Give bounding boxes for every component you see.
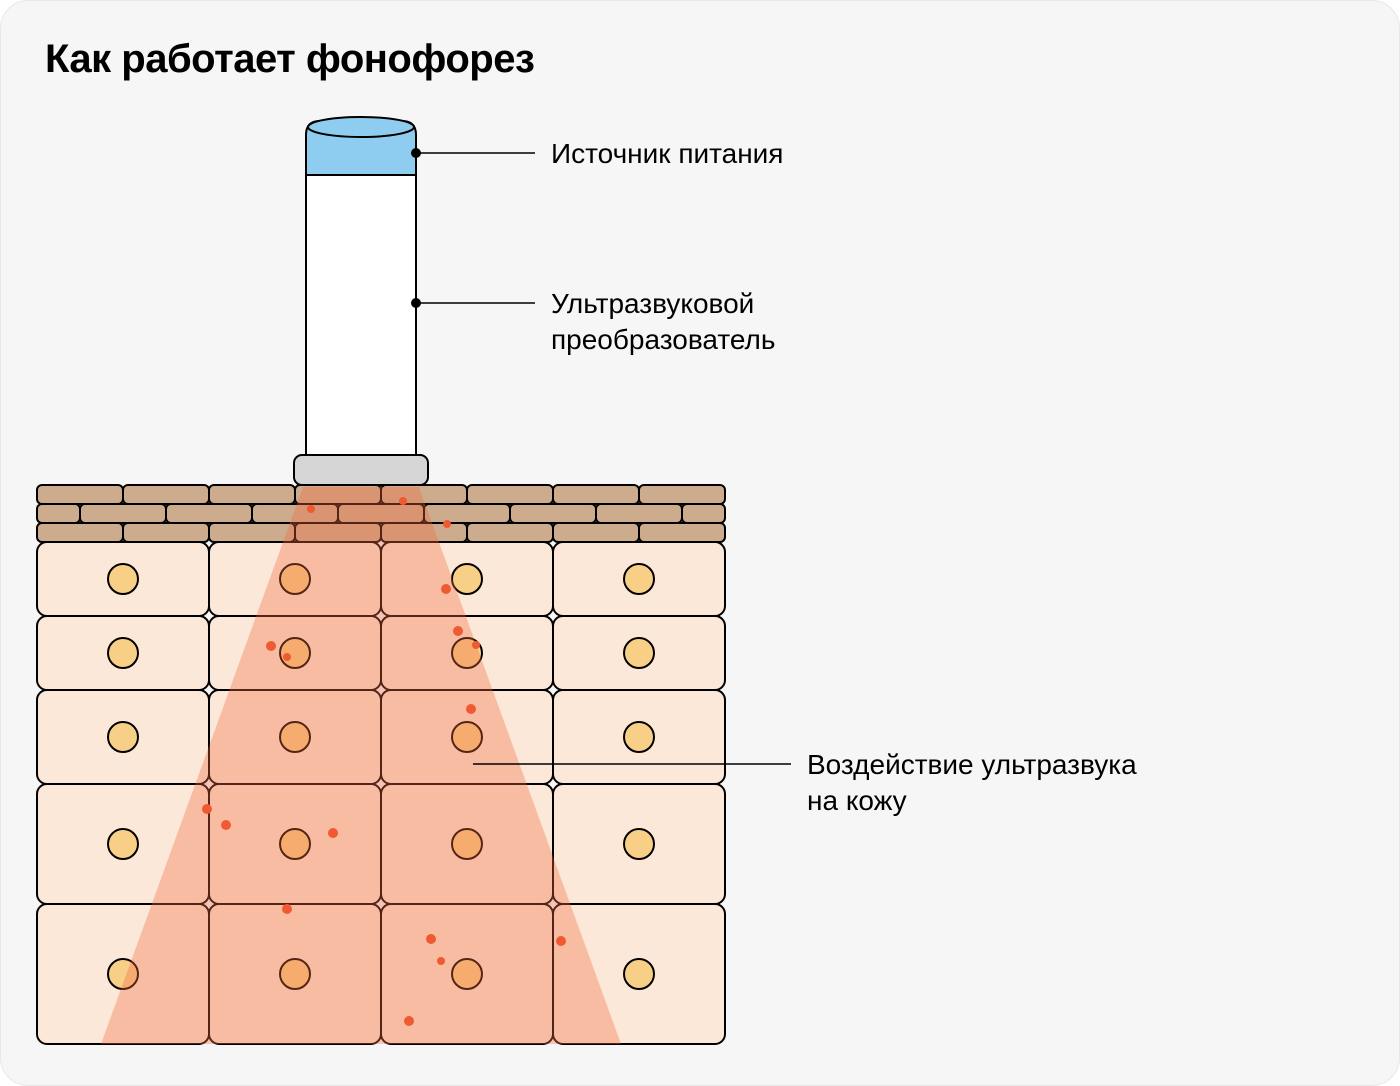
label-power-text: Источник питания <box>551 138 783 169</box>
label-transducer-l2: преобразователь <box>551 324 775 355</box>
label-effect-l1: Воздействие ультразвука <box>807 749 1137 780</box>
label-effect: Воздействие ультразвука на кожу <box>807 747 1137 820</box>
label-power: Источник питания <box>551 136 783 172</box>
diagram-card: Как работает фонофорез Источник питания … <box>0 0 1400 1086</box>
label-effect-l2: на кожу <box>807 785 907 816</box>
label-transducer: Ультразвуковой преобразователь <box>551 286 775 359</box>
label-transducer-l1: Ультразвуковой <box>551 288 754 319</box>
